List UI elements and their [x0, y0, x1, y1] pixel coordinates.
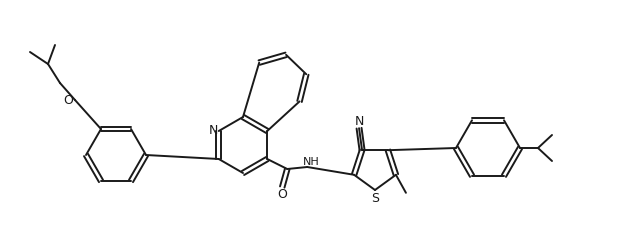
- Text: N: N: [354, 115, 364, 128]
- Text: S: S: [371, 191, 379, 205]
- Text: N: N: [209, 125, 219, 137]
- Text: O: O: [278, 189, 287, 201]
- Text: O: O: [63, 93, 73, 107]
- Text: NH: NH: [303, 157, 320, 167]
